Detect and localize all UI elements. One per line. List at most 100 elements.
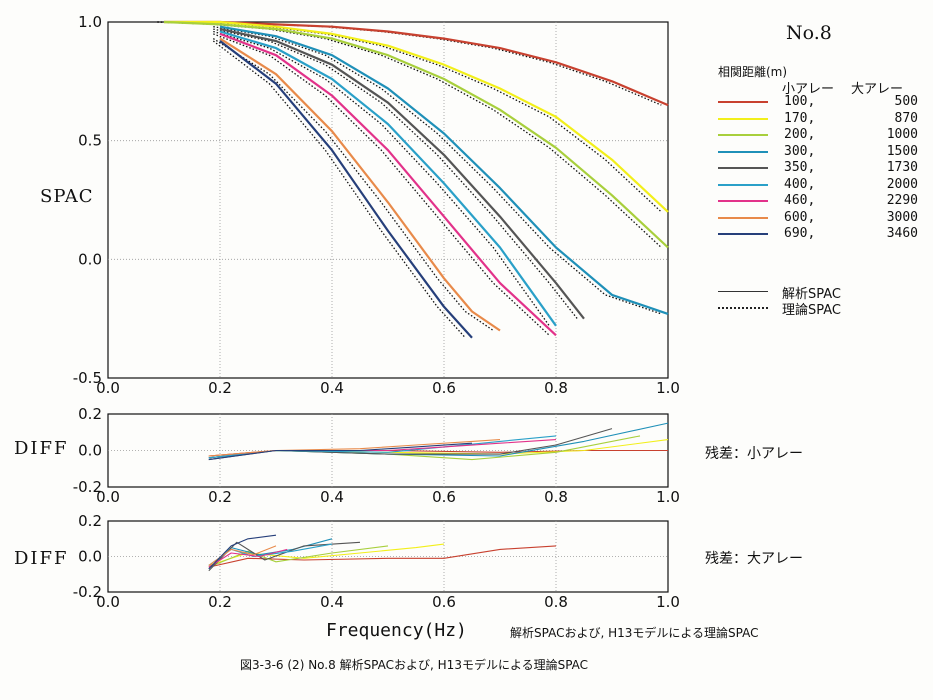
diff-small-x-tick-label: 0.4 bbox=[320, 488, 344, 506]
spac-x-tick-label: 0.2 bbox=[208, 379, 232, 397]
legend-swatch bbox=[718, 200, 768, 202]
legend-large-distance: 500 bbox=[894, 94, 918, 109]
diff-large-x-tick-label: 0.0 bbox=[96, 593, 120, 611]
legend-large-distance: 3460 bbox=[886, 226, 918, 241]
diff-large-y-tick-label: 0.2 bbox=[78, 512, 102, 530]
analysis-spac-line bbox=[219, 37, 501, 332]
diff-large-residual-line bbox=[208, 543, 445, 566]
legend-small-distance: 690, bbox=[784, 226, 816, 241]
spac-y-tick-label: 0.5 bbox=[78, 132, 102, 150]
diff-large-residual-line bbox=[208, 534, 277, 570]
theory-spac-line bbox=[213, 33, 550, 336]
legend-small-distance: 460, bbox=[784, 193, 816, 208]
diff-small-x-tick-label: 0.6 bbox=[432, 488, 456, 506]
legend-swatch bbox=[718, 167, 768, 169]
diff-small-y-tick-label: -0.2 bbox=[73, 478, 102, 496]
legend-entry: 460, 2290 bbox=[718, 193, 918, 209]
diff-large-y-tick-label: 0.0 bbox=[78, 548, 102, 566]
diff-small-x-tick-label: 0.0 bbox=[96, 488, 120, 506]
diff-large-x-tick-label: 0.4 bbox=[320, 593, 344, 611]
analysis-spac-line bbox=[219, 25, 669, 315]
spac-y-tick-label: 0.0 bbox=[78, 250, 102, 268]
main-ylabel: SPAC bbox=[40, 186, 94, 207]
legend-small-distance: 300, bbox=[784, 143, 816, 159]
spac-y-tick-label: 1.0 bbox=[78, 13, 102, 31]
legend-swatch bbox=[718, 216, 768, 219]
analysis-label: 解析SPAC bbox=[782, 287, 842, 302]
legend-entry: 690, 3460 bbox=[718, 226, 918, 242]
legend-entry: 170, 870 bbox=[718, 111, 918, 127]
legend-large-distance: 1500 bbox=[886, 143, 918, 159]
theory-spac-line bbox=[213, 30, 550, 327]
analysis-spac-line bbox=[219, 30, 557, 327]
spac-x-tick-label: 0.0 bbox=[96, 379, 120, 397]
spac-frame bbox=[107, 21, 669, 379]
theory-label: 理論SPAC bbox=[782, 303, 842, 318]
spac-x-tick-label: 0.6 bbox=[432, 379, 456, 397]
legend-col-small: 小アレー bbox=[782, 82, 835, 97]
diff-small-y-tick-label: 0.2 bbox=[78, 405, 102, 423]
legend-large-distance: 1730 bbox=[886, 160, 918, 175]
large-diff-ylabel: DIFF bbox=[14, 548, 69, 569]
diff-small-residual-line bbox=[208, 442, 473, 461]
analysis-spac-line bbox=[219, 28, 585, 320]
legend-large-distance: 3000 bbox=[886, 209, 918, 225]
diff-small-y-tick-label: 0.0 bbox=[78, 442, 102, 460]
legend-swatch bbox=[718, 150, 768, 153]
diff-small-x-tick-label: 0.2 bbox=[208, 488, 232, 506]
analysis-spac-line bbox=[164, 20, 669, 107]
legend-large-distance: 1000 bbox=[886, 127, 918, 142]
legend-small-distance: 350, bbox=[784, 160, 816, 175]
panel-id: No.8 bbox=[786, 22, 832, 44]
spac-x-tick-label: 1.0 bbox=[656, 379, 680, 397]
legend-small-distance: 170, bbox=[784, 110, 816, 126]
diff-large-residual-line bbox=[208, 548, 288, 568]
legend-small-distance: 600, bbox=[784, 209, 816, 225]
analysis-spac-line bbox=[163, 20, 669, 249]
analysis-spac-line bbox=[164, 20, 669, 213]
legend-swatch bbox=[718, 101, 768, 103]
analysis-spac-line bbox=[219, 40, 473, 339]
legend-entry: 100, 500 bbox=[718, 94, 918, 110]
analysis-line-swatch bbox=[718, 291, 768, 292]
spac-y-tick-label: -0.5 bbox=[73, 369, 102, 387]
diff-large-x-tick-label: 0.6 bbox=[432, 593, 456, 611]
legend-large-distance: 870 bbox=[894, 110, 918, 126]
legend-entry: 300, 1500 bbox=[718, 144, 918, 160]
diff-large-residual-line bbox=[208, 545, 389, 568]
diff-small-x-tick-label: 1.0 bbox=[656, 488, 680, 506]
legend-swatch bbox=[718, 233, 768, 235]
spac-x-tick-label: 0.4 bbox=[320, 379, 344, 397]
x-axis-label: Frequency(Hz) bbox=[326, 620, 467, 641]
diff-small-x-tick-label: 0.8 bbox=[544, 488, 568, 506]
spac-x-tick-label: 0.8 bbox=[544, 379, 568, 397]
diff-large-residual-line bbox=[208, 545, 557, 568]
legend-swatch bbox=[718, 183, 768, 186]
diff-large-y-tick-label: -0.2 bbox=[73, 583, 102, 601]
legend-small-distance: 200, bbox=[784, 127, 816, 142]
legend-swatch bbox=[718, 134, 768, 136]
small-diff-ylabel: DIFF bbox=[14, 438, 69, 459]
legend-swatch bbox=[718, 117, 768, 120]
diff-small-residual-line bbox=[208, 439, 501, 457]
theory-spac-line bbox=[212, 38, 494, 332]
legend-entry: 200, 1000 bbox=[718, 127, 918, 143]
residual-large-label: 残差：大アレー bbox=[705, 551, 803, 567]
figure-caption: 図3-3-6 (2) No.8 解析SPACおよび, H13モデルによる理論SP… bbox=[240, 658, 589, 672]
theory-line-swatch bbox=[718, 307, 768, 309]
residual-small-label: 残差：小アレー bbox=[705, 446, 803, 462]
legend-entry: 350, 1730 bbox=[718, 160, 918, 176]
legend-col-large: 大アレー bbox=[851, 82, 904, 97]
legend-large-distance: 2290 bbox=[886, 193, 918, 208]
legend-entry: 400, 2000 bbox=[718, 177, 918, 193]
theory-spac-line bbox=[213, 26, 662, 315]
legend-entry: 600, 3000 bbox=[718, 210, 918, 226]
legend-small-distance: 400, bbox=[784, 176, 816, 192]
analysis-spac-line bbox=[219, 32, 557, 337]
diff-large-x-tick-label: 0.8 bbox=[544, 593, 568, 611]
inline-caption: 解析SPACおよび, H13モデルによる理論SPAC bbox=[510, 626, 759, 640]
theory-spac-line bbox=[213, 28, 578, 320]
diff-large-x-tick-label: 1.0 bbox=[656, 593, 680, 611]
